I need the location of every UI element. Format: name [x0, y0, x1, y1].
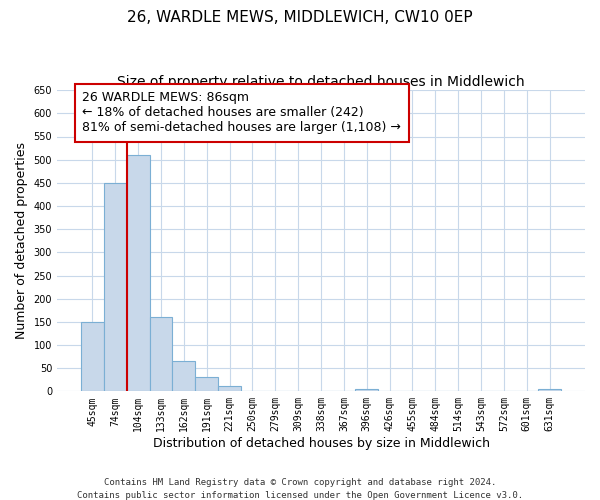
Title: Size of property relative to detached houses in Middlewich: Size of property relative to detached ho… [117, 75, 525, 89]
Bar [81, 322, 104, 392]
Bar [538, 389, 561, 392]
Bar [355, 389, 378, 392]
Bar [218, 386, 241, 392]
Text: 26, WARDLE MEWS, MIDDLEWICH, CW10 0EP: 26, WARDLE MEWS, MIDDLEWICH, CW10 0EP [127, 10, 473, 25]
Text: Contains HM Land Registry data © Crown copyright and database right 2024.
Contai: Contains HM Land Registry data © Crown c… [77, 478, 523, 500]
Bar [104, 183, 127, 392]
Bar [172, 361, 196, 392]
Bar [127, 155, 149, 392]
Bar [149, 317, 172, 392]
Bar [196, 376, 218, 392]
Text: 26 WARDLE MEWS: 86sqm
← 18% of detached houses are smaller (242)
81% of semi-det: 26 WARDLE MEWS: 86sqm ← 18% of detached … [82, 91, 401, 134]
X-axis label: Distribution of detached houses by size in Middlewich: Distribution of detached houses by size … [152, 437, 490, 450]
Y-axis label: Number of detached properties: Number of detached properties [15, 142, 28, 339]
